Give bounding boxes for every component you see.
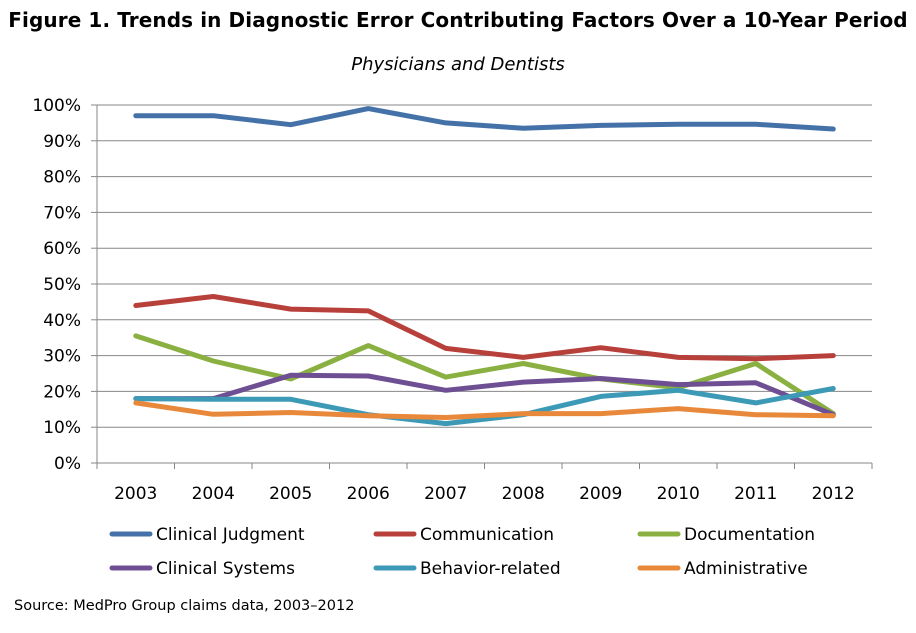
source-note: Source: MedPro Group claims data, 2003–2… bbox=[14, 598, 355, 614]
series-lines bbox=[133, 106, 836, 427]
y-tick-label: 40% bbox=[43, 311, 81, 331]
chart-title: Figure 1. Trends in Diagnostic Error Con… bbox=[8, 8, 908, 32]
x-tick-label: 2008 bbox=[502, 484, 545, 504]
y-tick-label: 0% bbox=[54, 454, 81, 474]
y-tick-label: 100% bbox=[32, 96, 81, 116]
y-tick-label: 70% bbox=[43, 203, 81, 223]
series-line-behavior-related bbox=[133, 386, 836, 427]
y-tick-label: 10% bbox=[43, 418, 81, 438]
y-tick-label: 90% bbox=[43, 132, 81, 152]
y-tick-label: 80% bbox=[43, 168, 81, 188]
gridlines bbox=[97, 104, 872, 428]
x-tick-label: 2006 bbox=[347, 484, 390, 504]
x-tick-label: 2010 bbox=[657, 484, 700, 504]
x-tick-label: 2012 bbox=[812, 484, 855, 504]
series-line-documentation bbox=[133, 333, 836, 417]
series-line-communication bbox=[133, 294, 836, 362]
legend-label-clinical-judgment: Clinical Judgment bbox=[156, 525, 305, 545]
x-tick-label: 2007 bbox=[424, 484, 467, 504]
legend-label-documentation: Documentation bbox=[684, 525, 815, 545]
y-tick-label: 60% bbox=[43, 239, 81, 259]
chart-subtitle: Physicians and Dentists bbox=[351, 54, 565, 75]
legend-label-communication: Communication bbox=[420, 525, 554, 545]
legend: Clinical Judgment Communication Documentat… bbox=[109, 525, 815, 579]
x-tick-label: 2004 bbox=[192, 484, 235, 504]
series-line-administrative bbox=[133, 400, 836, 420]
x-tick-label: 2009 bbox=[579, 484, 622, 504]
series-line-clinical-systems bbox=[133, 372, 836, 418]
legend-label-behavior-related: Behavior-related bbox=[420, 559, 561, 579]
x-tick-label: 2011 bbox=[734, 484, 777, 504]
x-axis-tick-labels: 2003 2004 2005 2006 2007 2008 2009 2010 2011 2012 bbox=[114, 484, 855, 504]
y-tick-label: 50% bbox=[43, 275, 81, 295]
x-tick-label: 2003 bbox=[114, 484, 157, 504]
x-tick-label: 2005 bbox=[269, 484, 312, 504]
y-axis-tick-labels: 0% 10% 20% 30% 40% 50% 60% 70% 80% 90% 100% bbox=[32, 96, 81, 474]
legend-label-administrative: Administrative bbox=[684, 559, 808, 579]
axes bbox=[91, 104, 873, 469]
y-tick-label: 20% bbox=[43, 382, 81, 402]
legend-label-clinical-systems: Clinical Systems bbox=[156, 559, 295, 579]
y-tick-label: 30% bbox=[43, 347, 81, 367]
series-line-clinical-judgment bbox=[133, 106, 836, 132]
